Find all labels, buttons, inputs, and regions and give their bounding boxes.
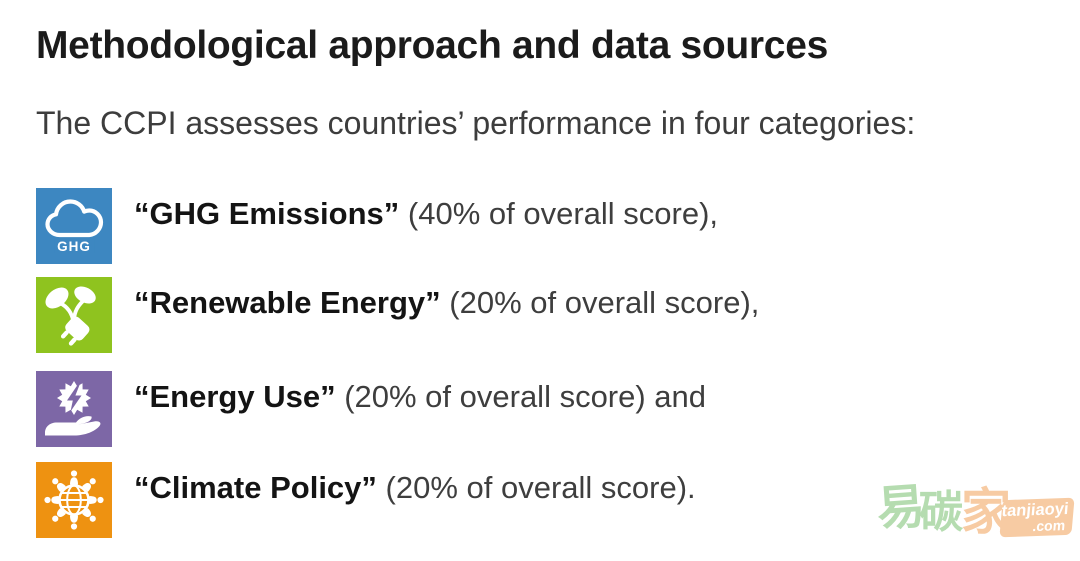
page-subtitle: The CCPI assesses countries’ performance… [36,105,916,141]
page-title: Methodological approach and data sources [36,24,828,67]
category-label: “Renewable Energy” [134,285,441,320]
globe-people-icon [36,462,112,538]
category-weight-note: (20% of overall score), [440,285,760,320]
category-text: “GHG Emissions” (40% of overall score), [134,188,718,234]
watermark-char: 家 [961,484,1011,540]
ghg-cloud-icon: GHG [36,188,112,264]
watermark-badge-line2: .com [1031,517,1066,535]
category-text: “Renewable Energy” (20% of overall score… [134,277,759,323]
category-weight-note: (20% of overall score) and [335,379,707,414]
category-weight-note: (20% of overall score). [376,470,696,505]
category-weight-note: (40% of overall score), [399,196,719,231]
category-label: “Energy Use” [134,379,336,414]
watermark-char: 易 [875,480,927,537]
category-label: “GHG Emissions” [134,196,400,231]
category-row-renewable-energy: “Renewable Energy” (20% of overall score… [36,277,759,353]
ghg-icon-text: GHG [54,239,94,253]
category-row-climate-policy: “Climate Policy” (20% of overall score). [36,462,696,538]
site-watermark: 易 碳 家 tanjiaoyi .com [865,479,1080,557]
plant-plug-icon [36,277,112,353]
category-text: “Energy Use” (20% of overall score) and [134,371,706,417]
hand-energy-icon [36,371,112,447]
category-text: “Climate Policy” (20% of overall score). [134,462,696,508]
watermark-badge-line1: tanjiaoyi [1000,499,1070,521]
category-label: “Climate Policy” [134,470,377,505]
category-row-ghg-emissions: GHG “GHG Emissions” (40% of overall scor… [36,188,718,264]
watermark-char: 碳 [919,488,963,537]
watermark-badge: tanjiaoyi .com [999,497,1075,538]
category-row-energy-use: “Energy Use” (20% of overall score) and [36,371,706,447]
